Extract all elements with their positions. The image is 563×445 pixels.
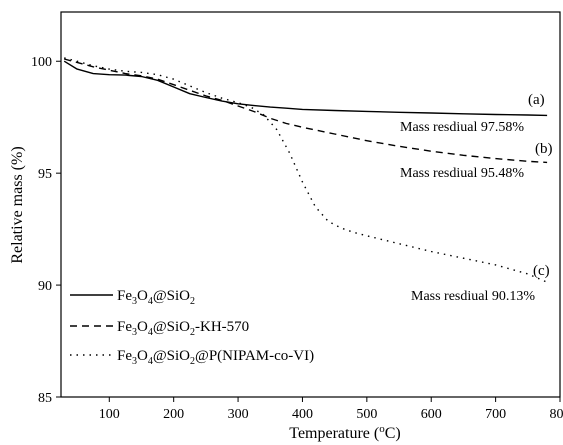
annotation-label-c: (c) (533, 263, 550, 279)
y-tick-label: 100 (31, 55, 52, 70)
legend-label-nipam: Fe3O4@SiO2@P(NIPAM-co-VI) (117, 348, 314, 367)
x-tick-label: 500 (356, 407, 377, 422)
y-tick-label: 90 (38, 279, 52, 294)
x-tick-label: 600 (421, 407, 442, 422)
annotation-text-b: Mass resdiual 95.48% (400, 166, 524, 181)
legend-label-kh570: Fe3O4@SiO2-KH-570 (117, 319, 249, 338)
annotation-label-a: (a) (528, 92, 545, 108)
plot-frame (60, 11, 561, 398)
x-tick-label: 300 (228, 407, 249, 422)
y-axis-title: Relative mass (%) (9, 146, 26, 263)
x-axis-title: Temperature (oC) (289, 423, 400, 442)
axis-ticks: 100 200 300 400 500 600 700 800 85 90 95 100 (31, 55, 563, 422)
x-tick-label: 400 (292, 407, 313, 422)
x-tick-label: 200 (163, 407, 184, 422)
y-tick-label: 95 (38, 167, 52, 182)
legend: Fe3O4@SiO2 Fe3O4@SiO2-KH-570 Fe3O4@SiO2@… (70, 288, 314, 367)
y-tick-label: 85 (38, 391, 52, 406)
annotation-text-a: Mass resdiual 97.58% (400, 120, 524, 135)
annotation-text-c: Mass resdiual 90.13% (411, 289, 535, 304)
legend-label-fe3o4-sio2: Fe3O4@SiO2 (117, 288, 195, 307)
x-tick-label: 800 (550, 407, 563, 422)
x-tick-label: 700 (485, 407, 506, 422)
series-line-dashed (64, 58, 548, 164)
series-line-solid (63, 60, 548, 117)
series-lines (63, 57, 548, 283)
annotation-label-b: (b) (535, 141, 553, 157)
x-tick-label: 100 (99, 407, 120, 422)
